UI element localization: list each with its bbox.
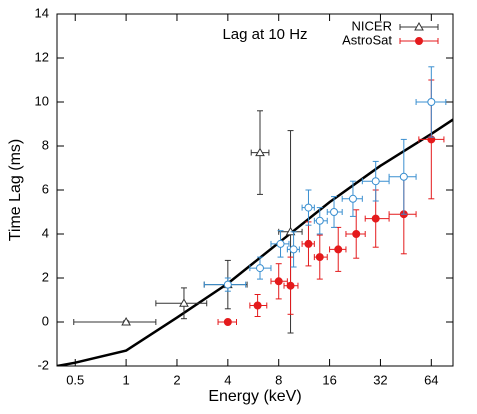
x-tick-label: 4 (224, 372, 231, 387)
y-tick-label: 2 (42, 269, 49, 284)
data-point (315, 216, 324, 225)
data-point (121, 316, 131, 326)
data-point (399, 172, 408, 181)
y-tick-label: 6 (42, 181, 49, 196)
chart-title: Lag at 10 Hz (222, 26, 307, 43)
data-point (255, 147, 265, 157)
legend-marker (414, 21, 424, 31)
x-tick-label: 32 (373, 372, 387, 387)
data-point (274, 277, 283, 286)
data-point (352, 230, 361, 238)
x-tick-label: 1 (122, 372, 129, 387)
data-point (348, 194, 357, 203)
x-tick-label: 2 (173, 372, 180, 387)
data-point (427, 98, 436, 106)
data-point (253, 301, 262, 310)
x-tick-label: 64 (424, 372, 438, 387)
x-axis-label: Energy (keV) (208, 388, 301, 405)
y-tick-label: 4 (42, 225, 49, 240)
y-tick-label: 8 (42, 137, 49, 152)
data-point (179, 298, 189, 307)
data-point (276, 239, 285, 248)
data-point (256, 264, 265, 273)
model-curve (57, 118, 453, 366)
data-point (223, 318, 232, 326)
y-axis-label: Time Lag (ms) (7, 139, 24, 242)
data-point (289, 245, 298, 254)
y-tick-label: 0 (42, 313, 49, 328)
data-point (371, 214, 380, 223)
plot-frame (56, 13, 454, 367)
y-tick-label: 12 (35, 49, 49, 64)
data-point (315, 253, 324, 262)
x-tick-label: 16 (322, 372, 336, 387)
data-point (286, 281, 295, 290)
data-point (330, 208, 339, 216)
y-tick-label: 10 (35, 93, 49, 108)
data-point (334, 245, 343, 254)
x-tick-label: 8 (275, 372, 282, 387)
legend-label: NICER (352, 18, 392, 33)
legend-marker (415, 37, 423, 45)
y-tick-label: 14 (35, 5, 49, 20)
data-point (304, 239, 313, 248)
data-point (223, 280, 232, 289)
y-tick-label: -2 (37, 357, 49, 372)
x-tick-label: 0.5 (66, 372, 84, 387)
data-point (304, 203, 313, 212)
legend-label: AstroSat (342, 32, 392, 47)
data-point (371, 177, 380, 186)
